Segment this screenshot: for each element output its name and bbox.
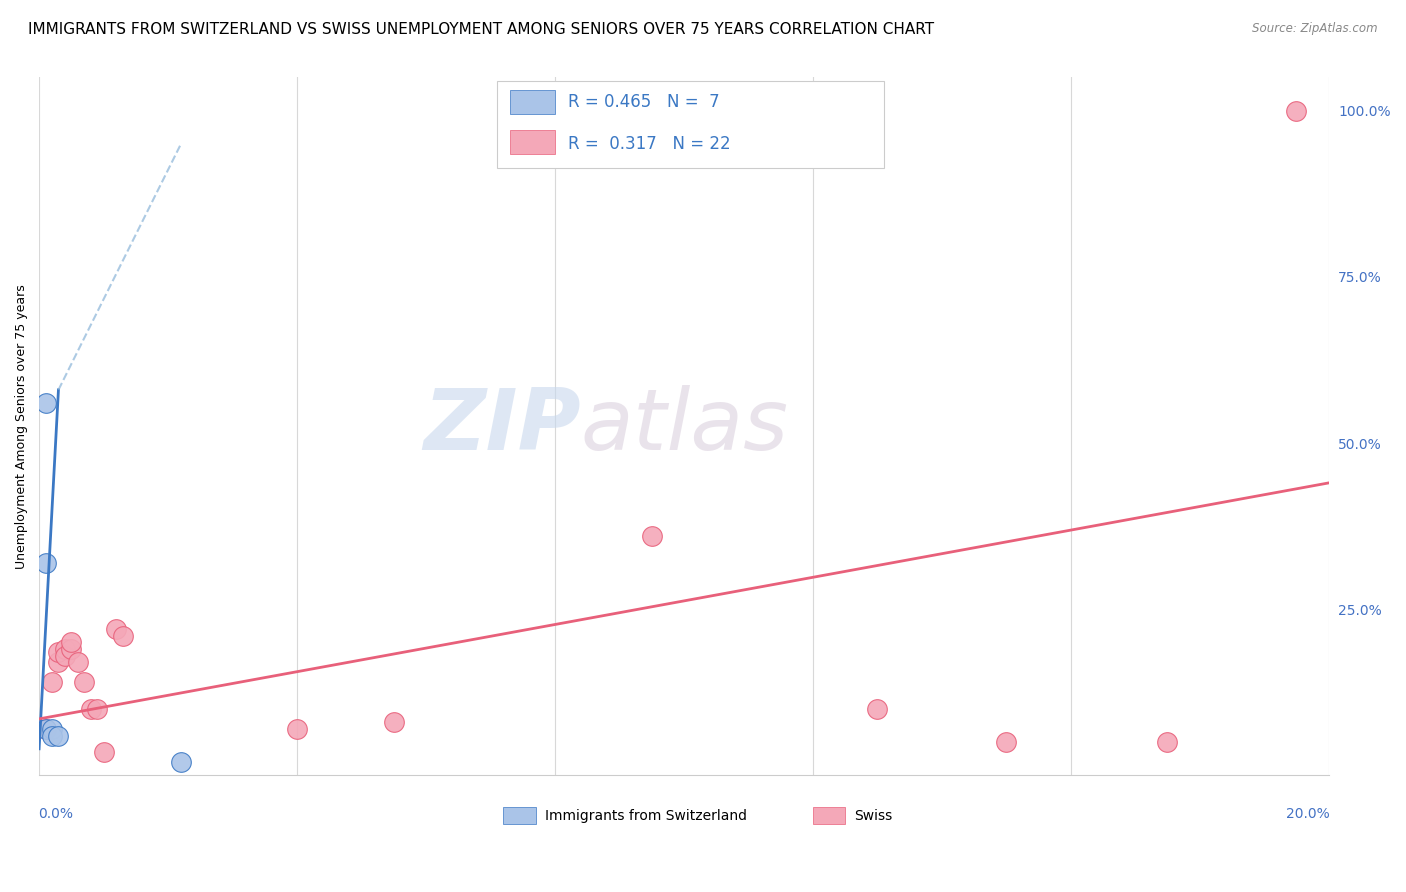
Point (48, 656, 70, 670)
Text: ZIP: ZIP (423, 385, 581, 468)
FancyBboxPatch shape (503, 806, 536, 824)
Point (866, 702, 889, 716)
Point (66, 656, 89, 670)
Point (1156, 735, 1178, 749)
FancyBboxPatch shape (510, 90, 555, 114)
Text: Swiss: Swiss (853, 809, 893, 823)
Point (382, 715, 405, 730)
Point (73, 675, 96, 690)
Point (285, 722, 308, 736)
Point (640, 529, 662, 543)
Text: 0.0%: 0.0% (38, 806, 73, 821)
Point (60, 642, 83, 657)
Text: R =  0.317   N = 22: R = 0.317 N = 22 (568, 135, 731, 153)
Point (111, 629, 134, 643)
Point (48, 729, 70, 743)
Point (995, 735, 1018, 749)
Point (34, 722, 56, 736)
Point (53, 648, 76, 663)
Text: Source: ZipAtlas.com: Source: ZipAtlas.com (1253, 22, 1378, 36)
Text: Immigrants from Switzerland: Immigrants from Switzerland (544, 809, 747, 823)
Point (86, 702, 108, 716)
Point (170, 755, 193, 769)
FancyBboxPatch shape (510, 130, 555, 154)
Point (105, 622, 128, 636)
Point (41, 675, 63, 690)
Point (93, 745, 115, 759)
Text: atlas: atlas (581, 385, 789, 468)
Y-axis label: Unemployment Among Seniors over 75 years: Unemployment Among Seniors over 75 years (15, 284, 28, 569)
FancyBboxPatch shape (813, 806, 845, 824)
Point (60, 635, 83, 649)
Text: R = 0.465   N =  7: R = 0.465 N = 7 (568, 93, 720, 111)
Point (48, 645, 70, 659)
Text: 20.0%: 20.0% (1286, 806, 1330, 821)
Point (53, 642, 76, 657)
FancyBboxPatch shape (496, 81, 884, 169)
Point (41, 722, 63, 736)
Point (34, 396, 56, 410)
Point (34, 556, 56, 570)
Point (1285, 103, 1308, 118)
Point (41, 729, 63, 743)
Point (34, 722, 56, 736)
Text: IMMIGRANTS FROM SWITZERLAND VS SWISS UNEMPLOYMENT AMONG SENIORS OVER 75 YEARS CO: IMMIGRANTS FROM SWITZERLAND VS SWISS UNE… (28, 22, 934, 37)
Point (80, 702, 103, 716)
